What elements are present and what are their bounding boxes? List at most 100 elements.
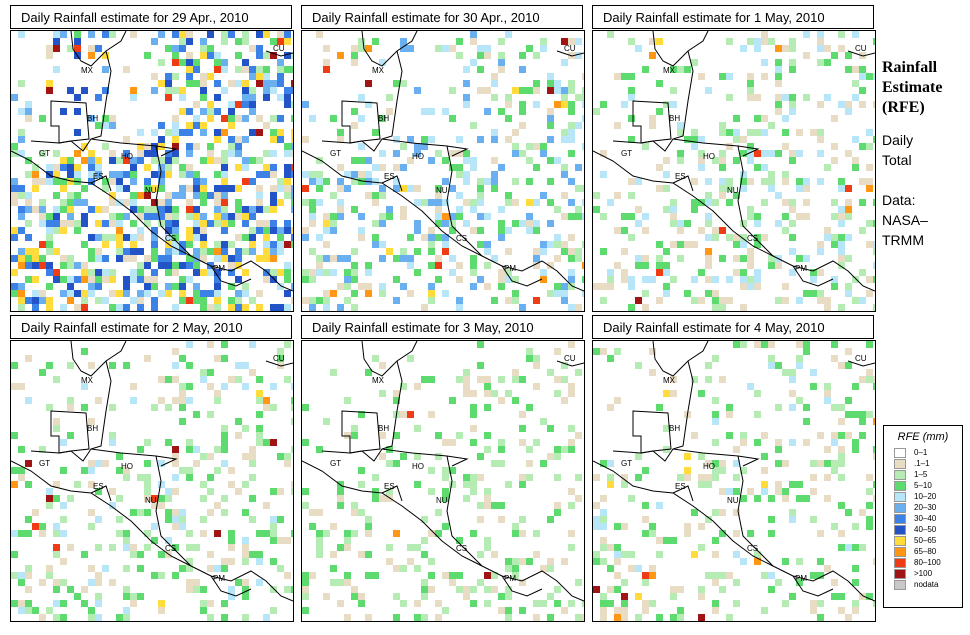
rainfall-cell <box>838 178 845 185</box>
legend-swatch <box>894 525 906 535</box>
rainfall-cell <box>18 579 25 586</box>
rainfall-cell <box>165 80 172 87</box>
rainfall-cell <box>242 283 249 290</box>
rainfall-cell <box>263 80 270 87</box>
rainfall-cell <box>824 397 831 404</box>
rainfall-cell <box>747 488 754 495</box>
rainfall-cell <box>803 418 810 425</box>
rainfall-cell <box>53 66 60 73</box>
rainfall-cell <box>533 262 540 269</box>
rainfall-cell <box>533 143 540 150</box>
rainfall-cell <box>337 52 344 59</box>
rainfall-cell <box>235 579 242 586</box>
rainfall-cell <box>316 446 323 453</box>
rainfall-cell <box>498 59 505 66</box>
rainfall-cell <box>838 31 845 38</box>
rainfall-cell <box>386 558 393 565</box>
rainfall-cell <box>400 600 407 607</box>
rainfall-cell <box>88 248 95 255</box>
rainfall-cell <box>53 227 60 234</box>
rainfall-cell <box>186 579 193 586</box>
rainfall-cell <box>761 481 768 488</box>
rainfall-cell <box>270 164 277 171</box>
rainfall-cell <box>656 164 663 171</box>
rainfall-cell <box>18 600 25 607</box>
rainfall-cell <box>102 115 109 122</box>
rainfall-map[interactable]: CU MX BH GT HO ES NU CS PM <box>301 30 585 312</box>
rainfall-cell <box>628 276 635 283</box>
rainfall-cell <box>179 185 186 192</box>
rainfall-cell <box>284 164 291 171</box>
rainfall-cell <box>172 453 179 460</box>
rainfall-cell <box>53 220 60 227</box>
rainfall-cell <box>379 390 386 397</box>
rainfall-cell <box>533 227 540 234</box>
rainfall-cell <box>358 143 365 150</box>
rainfall-cell <box>442 213 449 220</box>
rainfall-cell <box>284 87 291 94</box>
rainfall-cell <box>235 136 242 143</box>
rainfall-cell <box>824 474 831 481</box>
rainfall-cell <box>309 199 316 206</box>
rainfall-cell <box>365 192 372 199</box>
rainfall-cell <box>435 213 442 220</box>
rainfall-map[interactable]: CU MX BH GT HO ES NU CS PM <box>10 340 294 622</box>
rainfall-cell <box>207 600 214 607</box>
rainfall-cell <box>540 150 547 157</box>
rainfall-cell <box>498 460 505 467</box>
rainfall-map[interactable]: CU MX BH GT HO ES NU CS PM <box>10 30 294 312</box>
rainfall-cell <box>477 362 484 369</box>
rainfall-map[interactable]: CU MX BH GT HO ES NU CS PM <box>592 340 876 622</box>
rainfall-cell <box>442 290 449 297</box>
rainfall-cell <box>358 551 365 558</box>
rainfall-map[interactable]: CU MX BH GT HO ES NU CS PM <box>301 340 585 622</box>
rainfall-cell <box>491 297 498 304</box>
rainfall-cell <box>866 241 873 248</box>
rainfall-cell <box>526 199 533 206</box>
rainfall-cell <box>628 87 635 94</box>
rainfall-cell <box>11 199 18 206</box>
rainfall-cell <box>817 31 824 38</box>
rainfall-map[interactable]: CU MX BH GT HO ES NU CS PM <box>592 30 876 312</box>
rainfall-cell <box>414 220 421 227</box>
rainfall-cell <box>221 558 228 565</box>
rainfall-cell <box>621 276 628 283</box>
rainfall-cell <box>67 199 74 206</box>
rainfall-cell <box>88 460 95 467</box>
rainfall-cell <box>782 369 789 376</box>
rainfall-cell <box>291 206 293 213</box>
rainfall-cell <box>621 248 628 255</box>
rainfall-cell <box>435 45 442 52</box>
rainfall-cell <box>600 544 607 551</box>
rainfall-cell <box>712 157 719 164</box>
rainfall-cell <box>873 136 875 143</box>
rainfall-cell <box>256 31 263 38</box>
rainfall-cell <box>172 143 179 150</box>
rainfall-cell <box>228 544 235 551</box>
rainfall-cell <box>775 108 782 115</box>
rainfall-cell <box>358 593 365 600</box>
rainfall-cell <box>316 297 323 304</box>
rainfall-cell <box>582 262 584 269</box>
rainfall-cell <box>684 241 691 248</box>
rainfall-cell <box>726 234 733 241</box>
rainfall-cell <box>46 488 53 495</box>
rainfall-cell <box>512 397 519 404</box>
rainfall-cell <box>60 227 67 234</box>
rainfall-cell <box>607 586 614 593</box>
rainfall-cell <box>151 502 158 509</box>
rainfall-cell <box>67 164 74 171</box>
rainfall-cell <box>442 248 449 255</box>
rainfall-cell <box>284 38 291 45</box>
rainfall-cell <box>193 290 200 297</box>
rainfall-cell <box>845 52 852 59</box>
rainfall-cell <box>67 178 74 185</box>
rainfall-cell <box>831 52 838 59</box>
rainfall-cell <box>309 304 316 311</box>
rainfall-cell <box>498 276 505 283</box>
rainfall-cell <box>330 192 337 199</box>
rainfall-cell <box>831 341 838 348</box>
rainfall-cell <box>158 185 165 192</box>
rainfall-cell <box>214 94 221 101</box>
rainfall-cell <box>46 495 53 502</box>
